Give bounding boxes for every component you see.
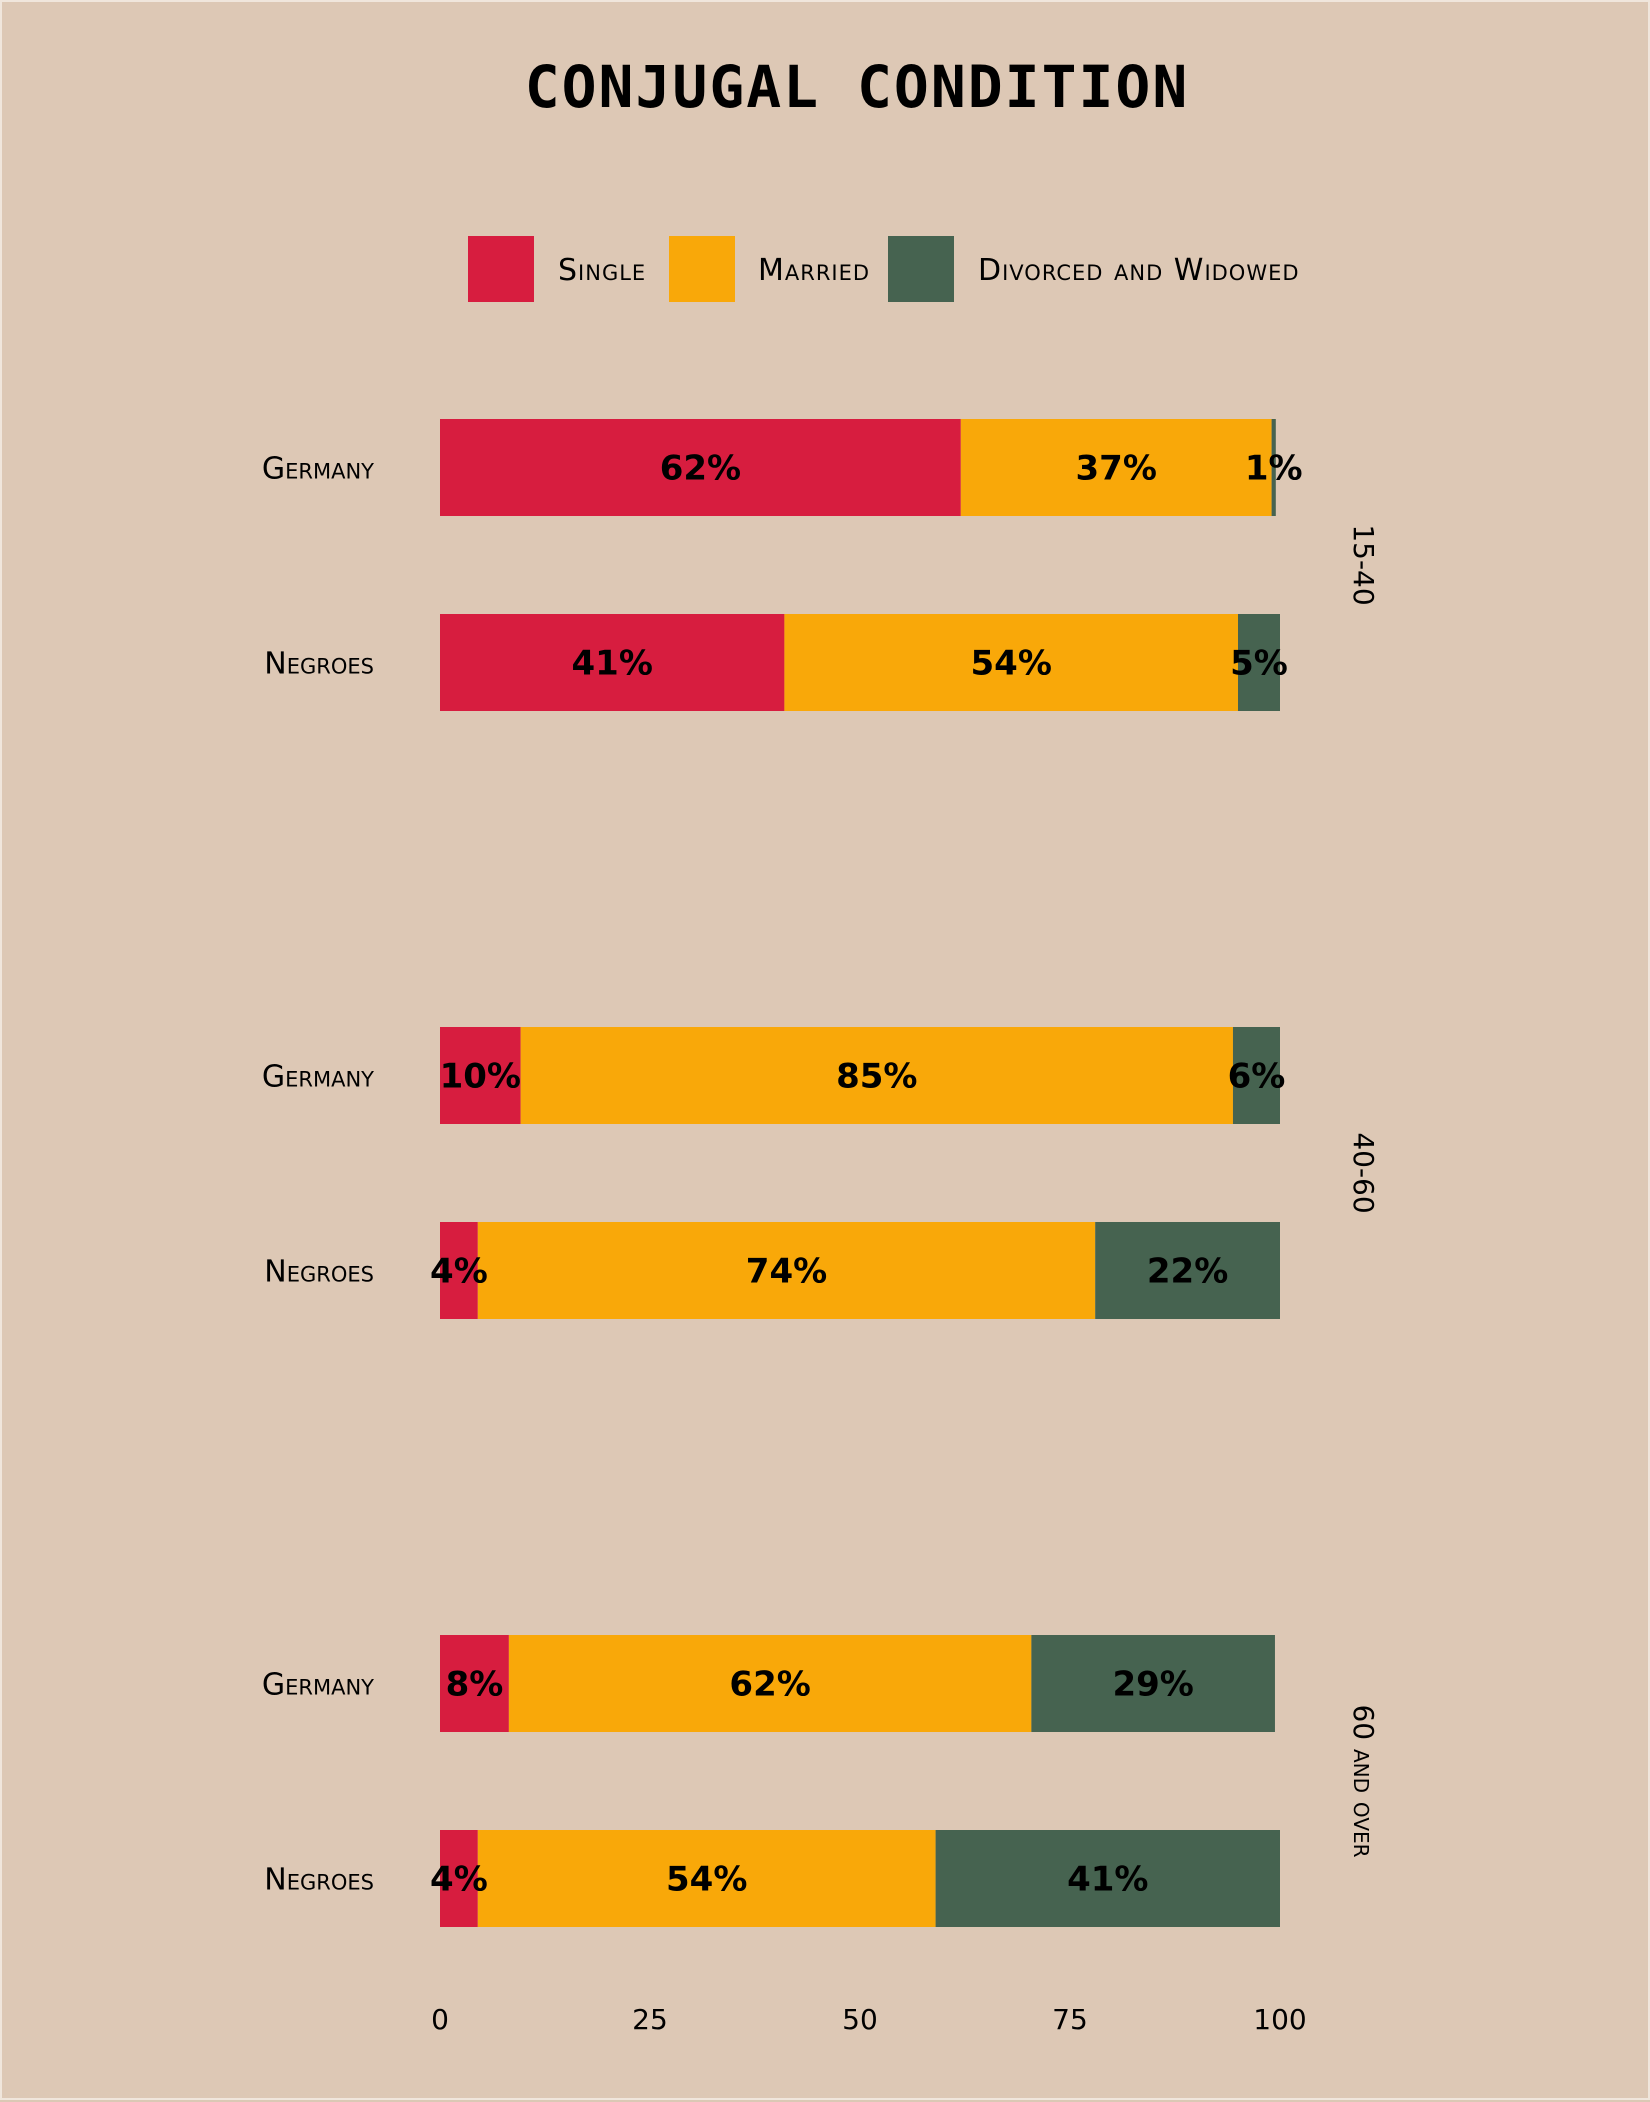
value-label-single-germany-60-and-over: 8% [446,1665,504,1705]
value-label-married-germany-60-and-over: 62% [729,1665,810,1705]
x-tick-0: 0 [431,2003,449,2036]
value-label-single-germany-15-40: 62% [660,449,741,489]
x-tick-75: 75 [1052,2003,1088,2036]
bar-divorced-and-widowed-negroes-40-60 [1095,1222,1280,1319]
chart-title: CONJUGAL CONDITION [525,53,1190,121]
bars: Germany 62% 37% 1% Negroes 41% 54% 5% 15-40 Germa… [262,419,1380,1927]
bar-single-germany-60-and-over [440,1635,509,1732]
bar-divorced-and-widowed-negroes-60-and-over [935,1830,1280,1927]
value-label-divorced-and-widowed-germany-60-and-over: 29% [1112,1665,1193,1705]
legend-label-single: Single [558,253,646,288]
legend-label-divorced-and-widowed: Divorced and Widowed [978,253,1300,288]
bar-married-germany-60-and-over [508,1635,1032,1732]
legend: Single Married Divorced and Widowed [468,236,1300,302]
group-label-40-60: 40-60 [1347,1132,1380,1213]
category-label-germany: Germany [262,452,374,487]
category-label-negroes: Negroes [264,647,374,682]
value-label-divorced-and-widowed-negroes-60-and-over: 41% [1067,1860,1148,1900]
x-tick-50: 50 [842,2003,878,2036]
value-label-single-negroes-40-60: 4% [430,1252,488,1292]
legend-swatch-divorced-and-widowed [888,236,954,302]
bar-single-negroes-15-40 [440,614,785,711]
bar-married-negroes-40-60 [477,1222,1096,1319]
value-label-married-germany-15-40: 37% [1076,449,1157,489]
bar-married-germany-40-60 [520,1027,1233,1124]
value-label-divorced-and-widowed-negroes-40-60: 22% [1147,1252,1228,1292]
value-label-divorced-and-widowed-germany-15-40: 1% [1245,449,1303,489]
bar-divorced-and-widowed-germany-60-and-over [1031,1635,1275,1732]
legend-swatch-single [468,236,534,302]
bar-married-negroes-15-40 [784,614,1238,711]
x-tick-100: 100 [1253,2003,1306,2036]
bar-single-germany-40-60 [440,1027,521,1124]
bar-divorced-and-widowed-germany-15-40 [1271,419,1276,516]
category-label-germany: Germany [262,1060,374,1095]
category-label-negroes: Negroes [264,1255,374,1290]
x-axis: 0 25 50 75 100 [431,2003,1307,2036]
value-label-single-negroes-15-40: 41% [572,644,653,684]
group-label-15-40: 15-40 [1347,524,1380,605]
bar-married-germany-15-40 [960,419,1272,516]
bar-single-negroes-40-60 [440,1222,478,1319]
value-label-single-germany-40-60: 10% [440,1057,521,1097]
group-label-60-and-over: 60 and over [1347,1704,1380,1857]
value-label-divorced-and-widowed-negroes-15-40: 5% [1230,644,1288,684]
bar-single-germany-15-40 [440,419,961,516]
value-label-married-germany-40-60: 85% [836,1057,917,1097]
value-label-single-negroes-60-and-over: 4% [430,1860,488,1900]
legend-label-married: Married [758,253,870,288]
value-label-married-negroes-15-40: 54% [971,644,1052,684]
legend-swatch-married [669,236,735,302]
bar-divorced-and-widowed-germany-40-60 [1232,1027,1280,1124]
category-label-germany: Germany [262,1668,374,1703]
bar-divorced-and-widowed-negroes-15-40 [1238,614,1280,711]
bar-married-negroes-60-and-over [477,1830,936,1927]
x-tick-25: 25 [632,2003,668,2036]
value-label-divorced-and-widowed-germany-40-60: 6% [1228,1057,1286,1097]
category-label-negroes: Negroes [264,1863,374,1898]
value-label-married-negroes-60-and-over: 54% [666,1860,747,1900]
bar-single-negroes-60-and-over [440,1830,478,1927]
value-label-married-negroes-40-60: 74% [746,1252,827,1292]
